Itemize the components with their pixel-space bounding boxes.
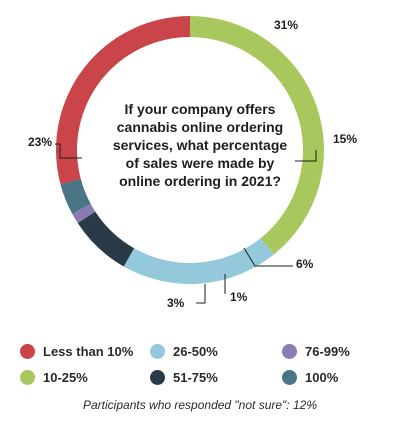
donut-slice-51-75-: [77, 211, 135, 267]
legend-label: 26-50%: [173, 343, 218, 359]
leader-line: [196, 284, 206, 304]
donut-chart: 31% 15% 6% 1% 3% 23% If your company offers c…: [28, 16, 357, 310]
donut-slice-76-99-: [72, 203, 96, 224]
slice-value-label: 23%: [28, 135, 52, 149]
legend-dot: [20, 343, 35, 359]
legend: Less than 10% 26-50% 76-99% 10-25% 51-75…: [0, 338, 400, 388]
legend-dot: [150, 369, 165, 385]
legend-dot: [150, 343, 165, 359]
legend-item-10-25: 10-25%: [20, 368, 88, 386]
donut-slice-less-than-10-: [56, 16, 191, 185]
slice-value-label: 1%: [230, 290, 248, 304]
legend-item-26-50: 26-50%: [150, 342, 218, 360]
leader-line: [243, 247, 293, 267]
legend-dot: [282, 369, 297, 385]
slice-value-label: 6%: [296, 257, 314, 271]
leader-line: [55, 143, 82, 159]
slice-value-label: 15%: [333, 132, 357, 146]
leader-line: [295, 150, 317, 162]
legend-label: 100%: [305, 369, 339, 385]
slice-value-label: 3%: [167, 296, 185, 310]
legend-item-100: 100%: [282, 368, 338, 386]
legend-label: Less than 10%: [43, 343, 134, 359]
chart-title: If your company offers cannabis online o…: [112, 101, 288, 189]
legend-label: 10-25%: [43, 369, 88, 385]
donut-chart-svg: 31% 15% 6% 1% 3% 23%: [28, 16, 357, 310]
legend-item-less-than-10: Less than 10%: [20, 342, 133, 360]
footnote: Participants who responded "not sure": 1…: [83, 398, 317, 412]
slice-value-label: 31%: [274, 18, 298, 32]
legend-dot: [282, 343, 297, 359]
legend-dot: [20, 369, 35, 385]
donut-slice-26-50-: [123, 238, 274, 285]
donut-slice-10-25-: [190, 16, 324, 255]
donut-slice-100-: [60, 178, 91, 214]
legend-item-51-75: 51-75%: [150, 368, 218, 386]
legend-label: 76-99%: [305, 343, 350, 359]
legend-label: 51-75%: [173, 369, 218, 385]
legend-item-76-99: 76-99%: [282, 342, 350, 360]
